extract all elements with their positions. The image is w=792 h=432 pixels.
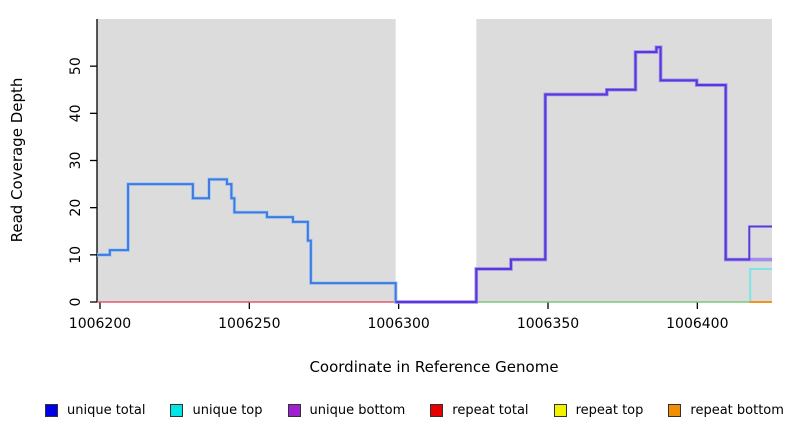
y-tick-label: 10	[68, 246, 84, 264]
legend-item-unique-total: unique total	[45, 403, 145, 418]
legend-swatch-icon	[553, 403, 567, 417]
x-tick-label: 1006300	[367, 316, 429, 332]
axes: 1006200 1006250 1006300 1006350 1006400 0 10 20…	[68, 19, 729, 332]
coverage-chart: 1006200 1006250 1006300 1006350 1006400 0 10 20…	[8, 19, 772, 376]
x-tick-label: 1006200	[69, 316, 131, 332]
x-axis-title: Coordinate in Reference Genome	[309, 358, 558, 376]
uncovered-region-band	[395, 19, 477, 302]
series-unique-total-left	[97, 178, 399, 303]
y-tick-label: 50	[68, 57, 84, 75]
y-tick-label: 20	[68, 199, 84, 217]
legend-item-unique-bottom: unique bottom	[287, 402, 406, 418]
x-tick-label: 1006400	[666, 316, 728, 332]
legend-item-repeat-total: repeat total	[430, 402, 529, 418]
y-tick-label: 0	[68, 298, 84, 307]
legend-label: unique top	[192, 402, 263, 418]
legend-label: unique bottom	[309, 402, 406, 418]
legend-label: unique total	[67, 402, 146, 418]
legend-label: repeat bottom	[690, 402, 784, 418]
legend-swatch-icon	[668, 403, 682, 417]
legend-item-repeat-top: repeat top	[553, 402, 644, 418]
legend-swatch-icon	[45, 403, 58, 417]
y-tick-label: 30	[68, 152, 84, 170]
x-tick-label: 1006250	[218, 316, 280, 332]
y-tick-label: 40	[68, 104, 84, 122]
legend-item-unique-top: unique top	[170, 402, 263, 418]
legend-label: repeat top	[575, 402, 644, 418]
legend-swatch-icon	[170, 403, 184, 417]
series-unique-total-right	[395, 46, 772, 303]
legend-item-repeat-bottom: repeat bottom	[668, 403, 784, 418]
legend-swatch-icon	[430, 403, 444, 417]
coverage-step-lines	[97, 45, 772, 304]
legend-swatch-icon	[287, 403, 301, 417]
y-axis-title: Read Coverage Depth	[8, 78, 26, 243]
legend-label: repeat total	[452, 402, 529, 418]
legend: unique total unique top unique bottom repea…	[45, 399, 784, 421]
x-tick-label: 1006350	[517, 316, 579, 332]
